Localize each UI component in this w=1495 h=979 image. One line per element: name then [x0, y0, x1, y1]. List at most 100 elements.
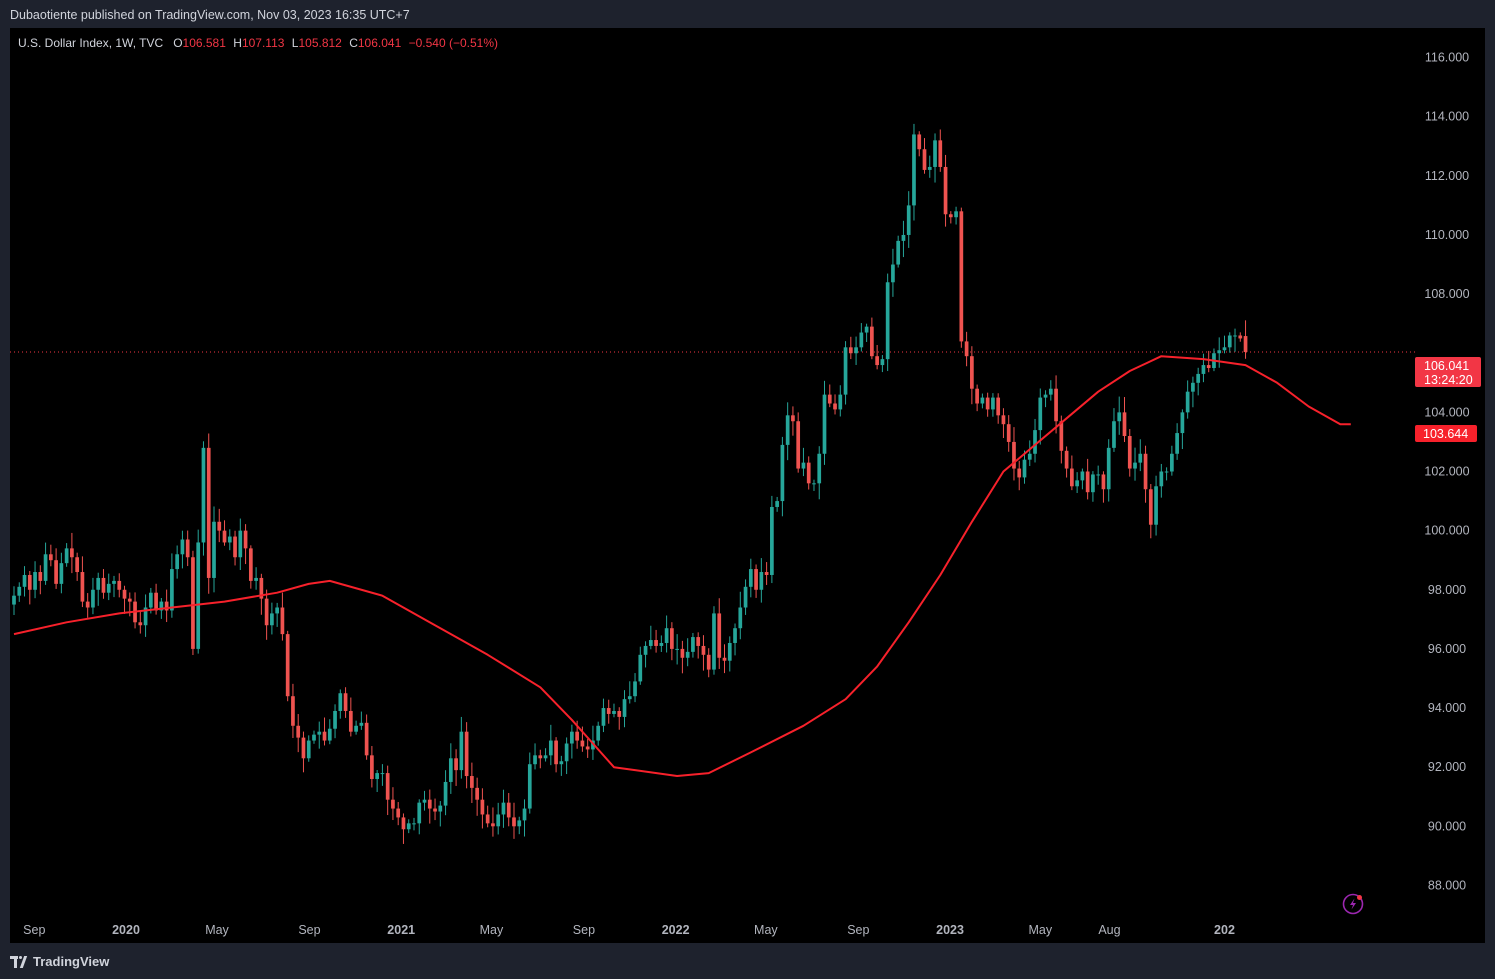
candle-body: [348, 710, 353, 732]
candle-body: [196, 542, 201, 649]
candle: [106, 573, 111, 601]
candle-body: [180, 539, 185, 555]
moving-average-line: [13, 355, 1351, 777]
candle: [333, 704, 337, 739]
x-tick-label: 2020: [112, 923, 140, 937]
candle-body: [638, 654, 643, 682]
candle-body: [1133, 462, 1137, 469]
candle: [491, 807, 495, 837]
candle-body: [33, 572, 37, 590]
candle: [1043, 390, 1048, 408]
candle: [1054, 375, 1058, 434]
candle-body: [1148, 489, 1153, 525]
candle: [1143, 445, 1148, 503]
price-chart[interactable]: 88.000 90.000 92.000 94.000 96.000 98.000 100.…: [10, 28, 1485, 943]
candle-body: [1175, 433, 1179, 454]
time-axis[interactable]: Sep 2020 May Sep 2021 May Sep 2022 May Sep 2023 May…: [23, 923, 1235, 937]
candle-body: [975, 388, 979, 404]
candle: [1243, 320, 1248, 359]
candle: [938, 129, 943, 172]
candle: [812, 479, 816, 491]
candle-body: [454, 758, 458, 771]
candle-body: [627, 696, 632, 700]
candle: [817, 446, 822, 500]
y-tick-label: 92.000: [1428, 760, 1466, 774]
candle-body: [933, 140, 937, 167]
candle-body: [648, 640, 653, 646]
candle: [175, 545, 180, 579]
tradingview-logo-icon: [10, 955, 28, 968]
candle-body: [580, 740, 585, 747]
candle-body: [159, 601, 164, 611]
candle: [1191, 376, 1195, 408]
candle: [712, 606, 716, 675]
candle-body: [948, 214, 953, 218]
candle: [301, 731, 306, 773]
candle-body: [706, 654, 711, 670]
candle: [385, 765, 390, 816]
candle-body: [259, 577, 264, 599]
candle: [1148, 484, 1153, 539]
candle-body: [1185, 391, 1190, 413]
candle-body: [633, 681, 637, 697]
candle: [254, 567, 258, 590]
candle-body: [701, 645, 706, 655]
candle-body: [1101, 474, 1106, 490]
candle: [64, 543, 69, 567]
candle: [822, 380, 827, 465]
x-tick-label: 202: [1214, 923, 1235, 937]
candle: [564, 737, 569, 775]
candle: [401, 813, 406, 844]
chart-area[interactable]: 88.000 90.000 92.000 94.000 96.000 98.000 100.…: [10, 28, 1485, 943]
candle-body: [333, 710, 337, 729]
y-tick-label: 108.000: [1424, 287, 1469, 301]
candle: [1048, 380, 1053, 401]
candle-body: [896, 240, 901, 265]
candle-body: [54, 560, 58, 584]
candle: [617, 707, 622, 730]
symbol-legend[interactable]: U.S. Dollar Index, 1W, TVC O106.581 H107…: [18, 36, 502, 50]
candle-body: [117, 580, 122, 590]
candle-body: [570, 731, 574, 744]
candle: [664, 615, 669, 653]
candle: [727, 636, 732, 672]
candle: [901, 220, 906, 258]
candle-body: [217, 521, 222, 531]
candle: [1080, 468, 1085, 490]
y-tick-label: 112.000: [1425, 169, 1469, 183]
candle-body: [617, 710, 622, 717]
symbol-name[interactable]: U.S. Dollar Index, 1W, TVC: [18, 36, 164, 50]
candle: [870, 317, 874, 360]
candle-body: [870, 326, 874, 357]
candle: [622, 690, 627, 728]
candle-body: [280, 607, 285, 635]
candle-body: [1080, 471, 1085, 481]
candle: [643, 641, 648, 668]
candle: [312, 730, 316, 744]
candle-body: [585, 746, 590, 750]
candle: [1133, 447, 1137, 481]
candle: [706, 648, 711, 678]
candle: [370, 746, 374, 788]
publish-header: Dubaotiente published on TradingView.com…: [0, 0, 1495, 28]
high-value: 107.113: [241, 36, 285, 50]
candle: [1180, 409, 1185, 450]
candle: [980, 393, 985, 409]
candle-body: [1164, 471, 1169, 473]
candle: [438, 801, 443, 827]
candle: [501, 789, 506, 828]
x-tick-label: May: [1028, 923, 1052, 937]
candle: [680, 640, 685, 674]
candle: [685, 638, 690, 667]
candle-body: [248, 548, 253, 581]
candle-body: [1233, 335, 1237, 337]
tradingview-logo[interactable]: TradingView: [10, 954, 109, 969]
candle: [1175, 423, 1179, 460]
flash-icon[interactable]: [1342, 893, 1364, 915]
candle: [206, 433, 211, 594]
candle-body: [96, 577, 101, 590]
candle-body: [433, 808, 437, 812]
candle: [380, 764, 385, 786]
candle-body: [1038, 397, 1043, 431]
price-axis[interactable]: 88.000 90.000 92.000 94.000 96.000 98.000 100.…: [1424, 51, 1469, 893]
